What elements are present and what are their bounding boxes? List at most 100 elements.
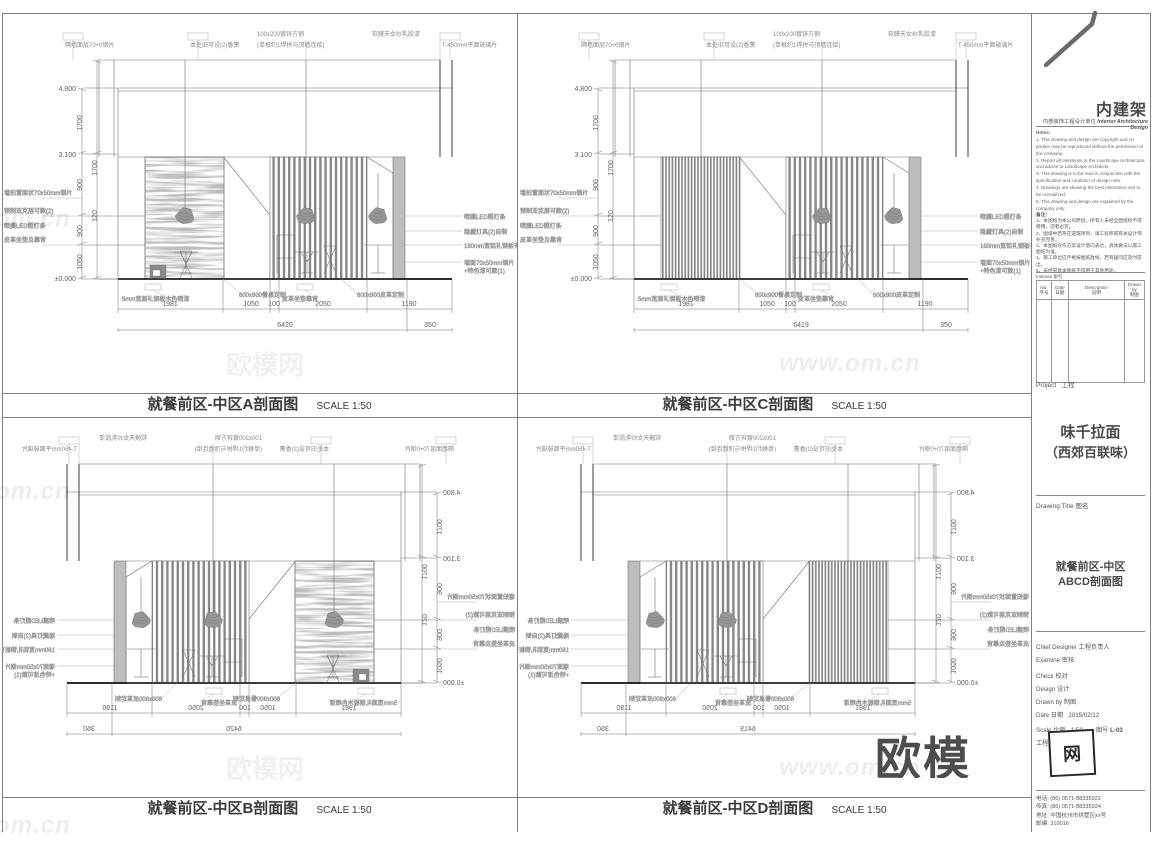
svg-text:900: 900 bbox=[593, 179, 600, 191]
svg-text:(单根约1焊拼与顶墙连接): (单根约1焊拼与顶墙连接) bbox=[773, 41, 840, 49]
svg-text:100: 100 bbox=[784, 301, 796, 308]
svg-text:100: 100 bbox=[268, 301, 280, 308]
svg-text:喷膜LED照灯条: 喷膜LED照灯条 bbox=[987, 626, 1029, 634]
svg-text:160mm宽铝礼钢板有图案雕花: 160mm宽铝礼钢板有图案雕花 bbox=[464, 242, 517, 250]
svg-text:160mm宽铝礼钢板有图案雕花: 160mm宽铝礼钢板有图案雕花 bbox=[2, 646, 55, 654]
svg-text:+特色漆可款(1): +特色漆可款(1) bbox=[980, 267, 1021, 275]
svg-text:预制亚克层可款(2): 预制亚克层可款(2) bbox=[520, 207, 569, 215]
svg-text:隔墙面层70+0钢片: 隔墙面层70+0钢片 bbox=[581, 41, 631, 49]
svg-text:3.100: 3.100 bbox=[957, 556, 975, 563]
svg-text:900: 900 bbox=[949, 629, 956, 641]
svg-text:1700: 1700 bbox=[608, 160, 615, 176]
svg-text:900: 900 bbox=[77, 179, 84, 191]
svg-text:本处旧可设(2)香薰: 本处旧可设(2)香薰 bbox=[706, 41, 755, 49]
svg-text:600x900餐桌定制: 600x900餐桌定制 bbox=[239, 291, 286, 299]
svg-text:本处旧可设(2)香薰: 本处旧可设(2)香薰 bbox=[190, 41, 239, 49]
svg-text:皮革坐垫靠背: 皮革坐垫靠背 bbox=[715, 699, 751, 707]
svg-text:喷膜LED照灯条: 喷膜LED照灯条 bbox=[980, 213, 1022, 221]
svg-text:6420: 6420 bbox=[277, 322, 293, 329]
svg-text:900: 900 bbox=[435, 583, 442, 595]
svg-text:T-450mm平面玻璃片: T-450mm平面玻璃片 bbox=[536, 445, 591, 453]
svg-text:隔墙面层70+0钢片: 隔墙面层70+0钢片 bbox=[404, 445, 454, 453]
svg-text:120: 120 bbox=[608, 210, 615, 222]
svg-text:T-450mm平面玻璃片: T-450mm平面玻璃片 bbox=[22, 445, 77, 453]
svg-text:1050: 1050 bbox=[949, 658, 956, 674]
svg-text:墙面70x50mm钢片: 墙面70x50mm钢片 bbox=[5, 663, 55, 671]
svg-text:软膜天女纱乳胶漆: 软膜天女纱乳胶漆 bbox=[888, 30, 936, 38]
svg-text:6420: 6420 bbox=[226, 726, 242, 733]
svg-text:1190: 1190 bbox=[401, 301, 416, 308]
svg-text:+特色漆可款(1): +特色漆可款(1) bbox=[464, 267, 505, 275]
svg-text:900: 900 bbox=[435, 629, 442, 641]
svg-text:墙拍置面状70x50mm钢片: 墙拍置面状70x50mm钢片 bbox=[961, 593, 1029, 601]
svg-text:900: 900 bbox=[949, 583, 956, 595]
svg-text:墙面70x50mm钢片: 墙面70x50mm钢片 bbox=[519, 663, 569, 671]
svg-text:软膜天女纱乳胶漆: 软膜天女纱乳胶漆 bbox=[613, 434, 661, 442]
svg-text:±0.000: ±0.000 bbox=[571, 276, 592, 283]
svg-text:600x900皮革定制: 600x900皮革定制 bbox=[873, 291, 920, 299]
svg-text:4.800: 4.800 bbox=[443, 490, 461, 497]
svg-text:1700: 1700 bbox=[934, 564, 941, 580]
svg-text:1190: 1190 bbox=[616, 705, 631, 712]
svg-text:皮革坐垫及靠背: 皮革坐垫及靠背 bbox=[520, 236, 562, 244]
svg-text:1050: 1050 bbox=[435, 658, 442, 674]
svg-text:600x900皮革定制: 600x900皮革定制 bbox=[357, 291, 404, 299]
svg-text:±0.000: ±0.000 bbox=[55, 276, 76, 283]
svg-text:(单根约1焊拼与顶墙连接): (单根约1焊拼与顶墙连接) bbox=[257, 41, 324, 49]
svg-text:1050: 1050 bbox=[774, 705, 790, 712]
svg-text:T-450mm平面玻璃片: T-450mm平面玻璃片 bbox=[958, 41, 1013, 49]
svg-text:±0.000: ±0.000 bbox=[957, 680, 978, 687]
svg-text:本处旧可设(2)香薰: 本处旧可设(2)香薰 bbox=[794, 445, 843, 453]
svg-text:喷膜LED照灯条: 喷膜LED照灯条 bbox=[527, 617, 569, 625]
svg-text:隐藏灯具(2)自制: 隐藏灯具(2)自制 bbox=[980, 228, 1023, 236]
svg-text:4.800: 4.800 bbox=[574, 86, 592, 93]
svg-text:1050: 1050 bbox=[77, 254, 84, 270]
svg-text:6419: 6419 bbox=[793, 322, 809, 329]
svg-text:100x200镀锌方钢: 100x200镀锌方钢 bbox=[257, 30, 304, 38]
svg-text:1700: 1700 bbox=[420, 564, 427, 580]
svg-text:5mm宽面礼钢板木色喷漆: 5mm宽面礼钢板木色喷漆 bbox=[844, 699, 911, 707]
svg-text:1190: 1190 bbox=[102, 705, 117, 712]
svg-text:4.800: 4.800 bbox=[58, 86, 76, 93]
svg-text:1700: 1700 bbox=[92, 160, 99, 176]
svg-text:皮革坐垫靠背: 皮革坐垫靠背 bbox=[798, 295, 834, 303]
svg-text:隔墙面层70+0钢片: 隔墙面层70+0钢片 bbox=[918, 445, 968, 453]
svg-text:1050: 1050 bbox=[260, 705, 276, 712]
svg-text:160mm宽铝礼钢板有图案雕花: 160mm宽铝礼钢板有图案雕花 bbox=[980, 242, 1031, 250]
svg-text:100x200镀锌方钢: 100x200镀锌方钢 bbox=[773, 30, 820, 38]
svg-text:皮革坐垫及靠背: 皮革坐垫及靠背 bbox=[987, 640, 1029, 648]
svg-text:1050: 1050 bbox=[759, 301, 775, 308]
svg-text:墙拍置面状70x50mm钢片: 墙拍置面状70x50mm钢片 bbox=[4, 189, 72, 197]
svg-text:5mm宽面礼钢板木色喷漆: 5mm宽面礼钢板木色喷漆 bbox=[330, 699, 397, 707]
svg-text:喷膜LED照灯条: 喷膜LED照灯条 bbox=[464, 213, 506, 221]
svg-text:100x200镀锌方钢: 100x200镀锌方钢 bbox=[215, 434, 262, 442]
svg-text:100: 100 bbox=[239, 705, 251, 712]
svg-text:喷膜LED照灯条: 喷膜LED照灯条 bbox=[520, 222, 562, 230]
svg-text:600x900皮革定制: 600x900皮革定制 bbox=[629, 695, 676, 703]
svg-text:120: 120 bbox=[420, 614, 427, 626]
svg-text:+特色漆可款(1): +特色漆可款(1) bbox=[14, 671, 55, 679]
svg-text:100x200镀锌方钢: 100x200镀锌方钢 bbox=[729, 434, 776, 442]
svg-text:皮革坐垫靠背: 皮革坐垫靠背 bbox=[201, 699, 237, 707]
svg-text:(单根约1焊拼与顶墙连接): (单根约1焊拼与顶墙连接) bbox=[709, 445, 776, 453]
svg-text:软膜天女纱乳胶漆: 软膜天女纱乳胶漆 bbox=[99, 434, 147, 442]
svg-text:本处旧可设(2)香薰: 本处旧可设(2)香薰 bbox=[280, 445, 329, 453]
svg-text:4.800: 4.800 bbox=[957, 490, 975, 497]
svg-text:1050: 1050 bbox=[593, 254, 600, 270]
svg-text:墙拍置面状70x50mm钢片: 墙拍置面状70x50mm钢片 bbox=[447, 593, 515, 601]
svg-text:(单根约1焊拼与顶墙连接): (单根约1焊拼与顶墙连接) bbox=[195, 445, 262, 453]
svg-text:预制亚克层可款(2): 预制亚克层可款(2) bbox=[466, 611, 515, 619]
svg-text:3.100: 3.100 bbox=[443, 556, 461, 563]
svg-text:喷膜LED照灯条: 喷膜LED照灯条 bbox=[13, 617, 55, 625]
svg-text:120: 120 bbox=[92, 210, 99, 222]
svg-text:600x900餐桌定制: 600x900餐桌定制 bbox=[233, 695, 280, 703]
svg-text:1700: 1700 bbox=[593, 115, 600, 131]
svg-text:3.100: 3.100 bbox=[58, 152, 76, 159]
svg-text:1190: 1190 bbox=[917, 301, 932, 308]
svg-text:600x900餐桌定制: 600x900餐桌定制 bbox=[755, 291, 802, 299]
svg-text:隔墙面层70+0钢片: 隔墙面层70+0钢片 bbox=[65, 41, 115, 49]
svg-text:隐藏灯具(2)自制: 隐藏灯具(2)自制 bbox=[12, 632, 55, 640]
svg-text:±0.000: ±0.000 bbox=[443, 680, 464, 687]
svg-text:墙面70x50mm钢片: 墙面70x50mm钢片 bbox=[980, 259, 1030, 267]
svg-text:350: 350 bbox=[424, 322, 436, 329]
